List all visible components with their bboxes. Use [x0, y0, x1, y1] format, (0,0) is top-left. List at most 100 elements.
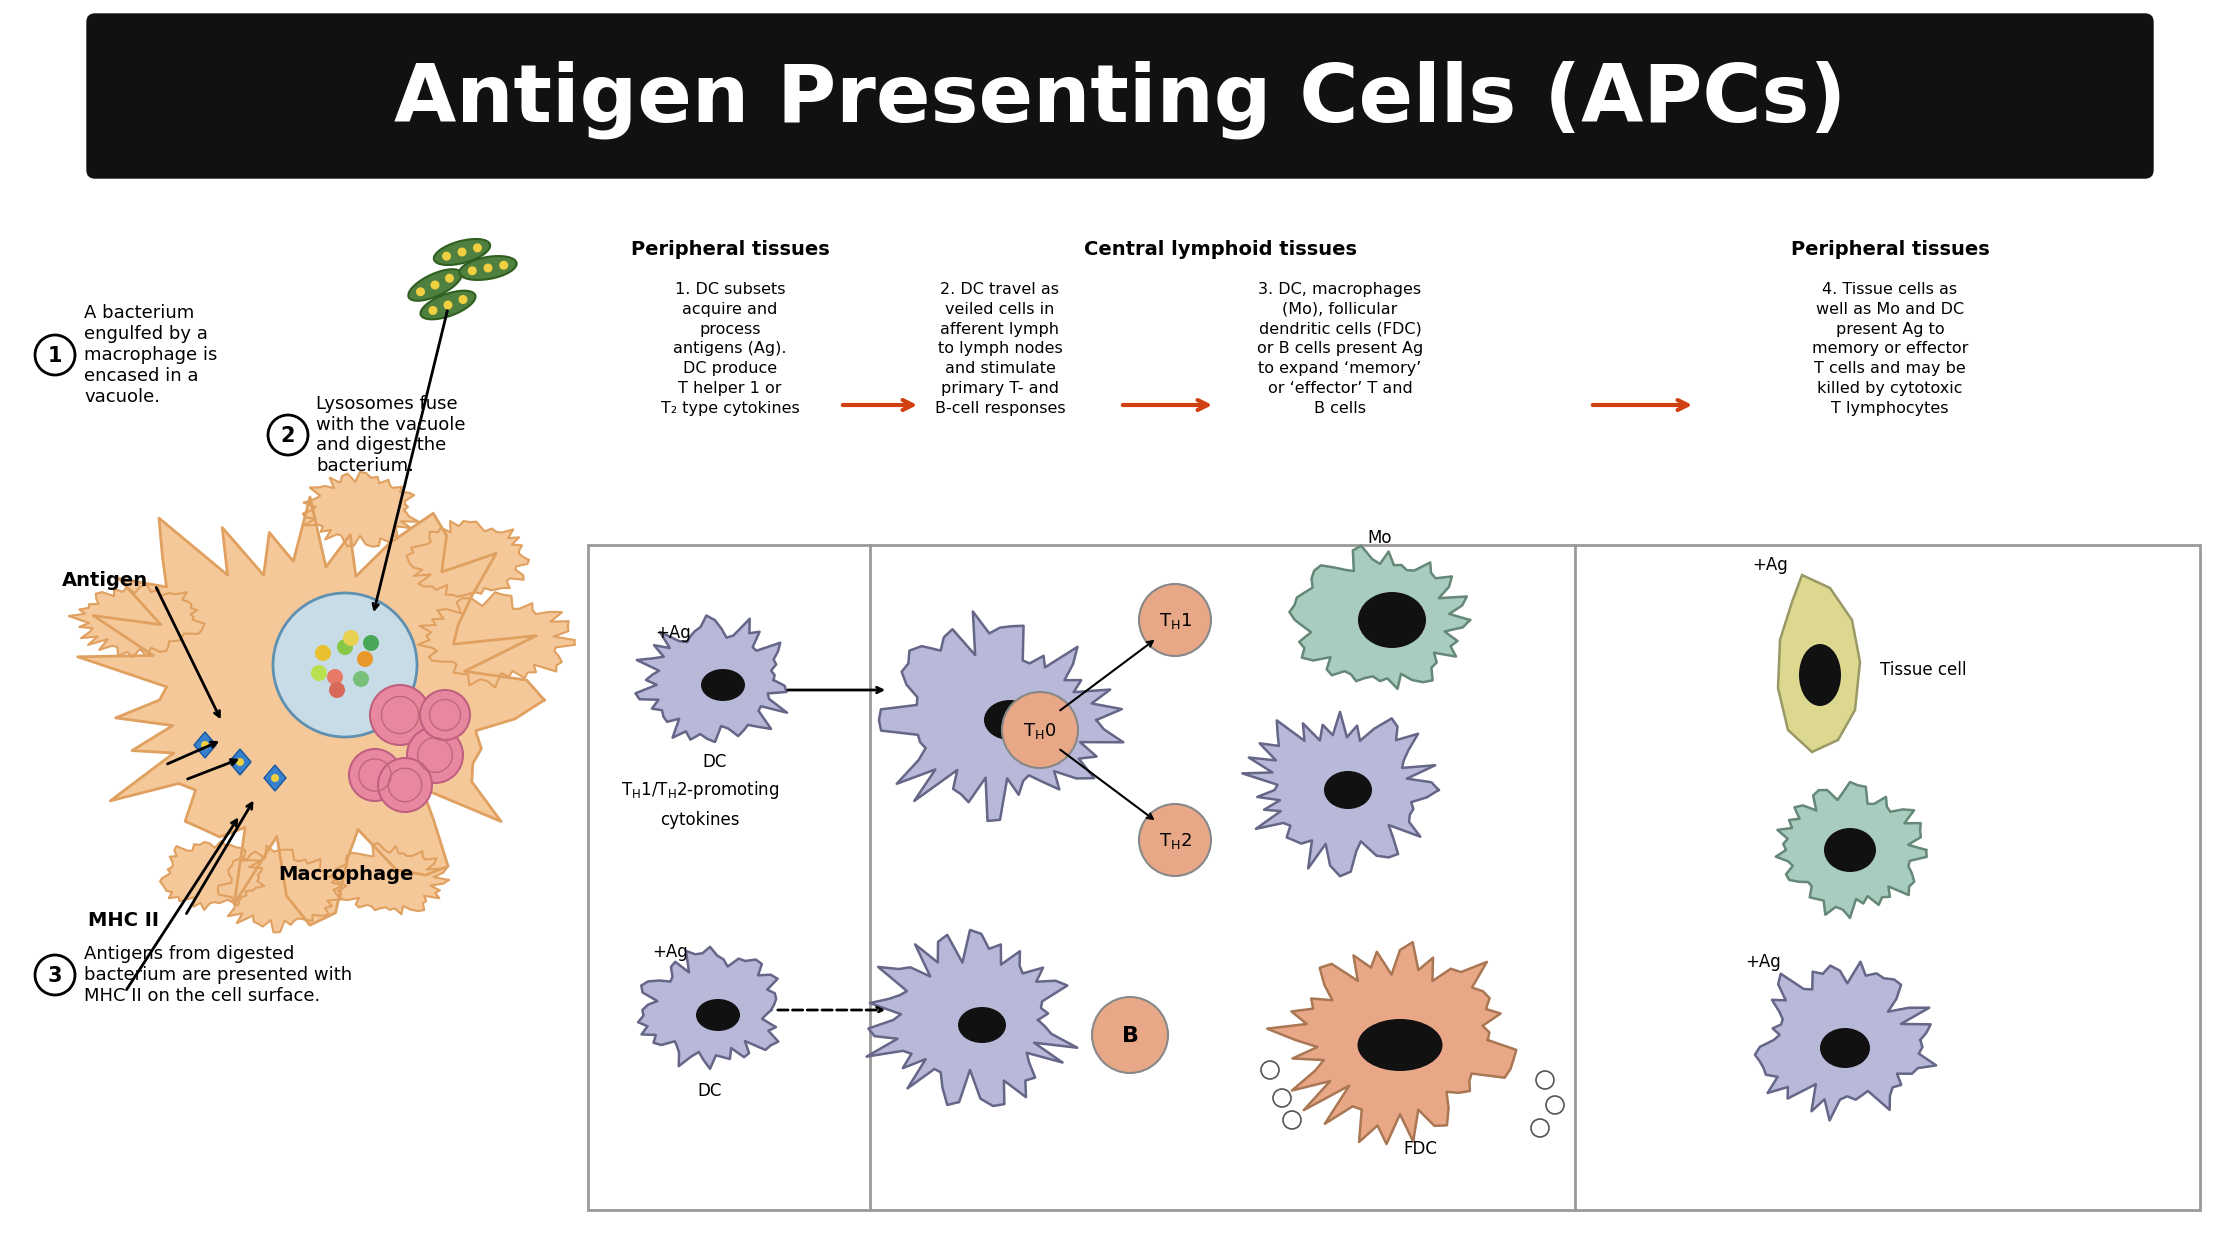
- Text: Lysosomes fuse
with the vacuole
and digest the
bacterium.: Lysosomes fuse with the vacuole and dige…: [316, 394, 466, 475]
- Ellipse shape: [421, 291, 475, 319]
- Polygon shape: [878, 611, 1124, 822]
- Circle shape: [1093, 997, 1167, 1074]
- Circle shape: [1138, 583, 1212, 656]
- Circle shape: [271, 774, 280, 782]
- Text: A bacterium
engulfed by a
macrophage is
encased in a
vacuole.: A bacterium engulfed by a macrophage is …: [85, 305, 217, 406]
- Circle shape: [202, 741, 208, 748]
- Circle shape: [408, 727, 464, 782]
- Circle shape: [1530, 1119, 1550, 1137]
- Polygon shape: [195, 732, 215, 759]
- Polygon shape: [1268, 942, 1516, 1144]
- Circle shape: [421, 690, 470, 740]
- Circle shape: [441, 252, 450, 261]
- Circle shape: [1537, 1071, 1555, 1089]
- Circle shape: [235, 759, 244, 766]
- Circle shape: [269, 415, 307, 455]
- Polygon shape: [1779, 575, 1859, 752]
- Ellipse shape: [1357, 1019, 1443, 1071]
- Text: 1: 1: [47, 346, 63, 365]
- Polygon shape: [1243, 712, 1438, 876]
- Circle shape: [379, 759, 432, 811]
- Circle shape: [36, 335, 74, 375]
- Text: 3. DC, macrophages
(Mo), follicular
dendritic cells (FDC)
or B cells present Ag
: 3. DC, macrophages (Mo), follicular dend…: [1257, 282, 1422, 416]
- Text: cytokines: cytokines: [661, 811, 739, 829]
- Ellipse shape: [1799, 644, 1841, 706]
- Ellipse shape: [408, 270, 461, 301]
- Circle shape: [446, 273, 455, 282]
- Text: DC: DC: [703, 753, 728, 771]
- Circle shape: [343, 630, 358, 646]
- Ellipse shape: [701, 669, 746, 701]
- Ellipse shape: [1819, 1028, 1870, 1068]
- Polygon shape: [228, 748, 251, 775]
- Polygon shape: [408, 522, 529, 596]
- Text: $\mathregular{T_H1}$: $\mathregular{T_H1}$: [1158, 611, 1192, 631]
- Circle shape: [1261, 1061, 1279, 1079]
- Ellipse shape: [697, 999, 739, 1031]
- Polygon shape: [636, 616, 786, 742]
- Ellipse shape: [959, 1007, 1006, 1043]
- Text: Macrophage: Macrophage: [278, 866, 414, 885]
- Ellipse shape: [1823, 828, 1877, 872]
- Text: Peripheral tissues: Peripheral tissues: [1790, 239, 1989, 260]
- Circle shape: [273, 593, 417, 737]
- Circle shape: [428, 306, 437, 315]
- Circle shape: [349, 748, 401, 801]
- Circle shape: [1284, 1111, 1301, 1129]
- Circle shape: [444, 300, 452, 310]
- Circle shape: [329, 682, 345, 698]
- Circle shape: [327, 669, 343, 685]
- Text: Peripheral tissues: Peripheral tissues: [632, 239, 829, 260]
- Circle shape: [1272, 1089, 1290, 1108]
- Text: $\mathregular{T_H1/T_H2}$-promoting: $\mathregular{T_H1/T_H2}$-promoting: [620, 779, 780, 801]
- Circle shape: [36, 955, 74, 995]
- Circle shape: [370, 685, 430, 745]
- Circle shape: [354, 672, 370, 687]
- Polygon shape: [587, 546, 2200, 1210]
- Text: +Ag: +Ag: [1745, 953, 1781, 971]
- Text: Antigen: Antigen: [63, 571, 148, 590]
- Ellipse shape: [983, 701, 1035, 740]
- Circle shape: [336, 639, 354, 655]
- Text: 4. Tissue cells as
well as Mo and DC
present Ag to
memory or effector
T cells an: 4. Tissue cells as well as Mo and DC pre…: [1812, 282, 1969, 416]
- Text: +Ag: +Ag: [652, 942, 688, 961]
- Ellipse shape: [1357, 592, 1427, 648]
- Text: B: B: [1122, 1026, 1138, 1046]
- Ellipse shape: [459, 256, 517, 280]
- Circle shape: [363, 635, 379, 651]
- Circle shape: [311, 665, 327, 680]
- Circle shape: [457, 247, 466, 257]
- Text: Antigen Presenting Cells (APCs): Antigen Presenting Cells (APCs): [394, 60, 1846, 140]
- Polygon shape: [159, 840, 264, 910]
- Text: 1. DC subsets
acquire and
process
antigens (Ag).
DC produce
T helper 1 or
T₂ typ: 1. DC subsets acquire and process antige…: [661, 282, 800, 416]
- Circle shape: [1001, 692, 1077, 769]
- Text: $\mathregular{T_H2}$: $\mathregular{T_H2}$: [1158, 832, 1192, 850]
- Polygon shape: [638, 946, 777, 1068]
- Text: 2. DC travel as
veiled cells in
afferent lymph
to lymph nodes
and stimulate
prim: 2. DC travel as veiled cells in afferent…: [934, 282, 1066, 416]
- Polygon shape: [302, 472, 419, 547]
- Polygon shape: [867, 930, 1077, 1106]
- Circle shape: [473, 243, 482, 252]
- Text: $\mathregular{T_H0}$: $\mathregular{T_H0}$: [1024, 721, 1057, 741]
- Text: DC: DC: [699, 1082, 721, 1100]
- Text: Central lymphoid tissues: Central lymphoid tissues: [1084, 239, 1357, 260]
- Polygon shape: [1290, 546, 1469, 689]
- FancyBboxPatch shape: [87, 14, 2153, 178]
- Circle shape: [1138, 804, 1212, 876]
- Polygon shape: [1776, 782, 1926, 917]
- Circle shape: [356, 651, 374, 667]
- Polygon shape: [217, 845, 343, 932]
- Text: +Ag: +Ag: [656, 624, 692, 643]
- Circle shape: [316, 645, 332, 662]
- Text: Antigens from digested
bacterium are presented with
MHC II on the cell surface.: Antigens from digested bacterium are pre…: [85, 945, 352, 1004]
- Polygon shape: [1754, 961, 1935, 1120]
- Polygon shape: [419, 592, 576, 688]
- Text: Mo: Mo: [1369, 529, 1393, 547]
- Circle shape: [484, 263, 493, 272]
- Text: MHC II: MHC II: [87, 911, 159, 930]
- Circle shape: [468, 266, 477, 275]
- Polygon shape: [69, 585, 204, 656]
- Ellipse shape: [1324, 771, 1371, 809]
- Polygon shape: [78, 496, 544, 925]
- Polygon shape: [264, 765, 287, 791]
